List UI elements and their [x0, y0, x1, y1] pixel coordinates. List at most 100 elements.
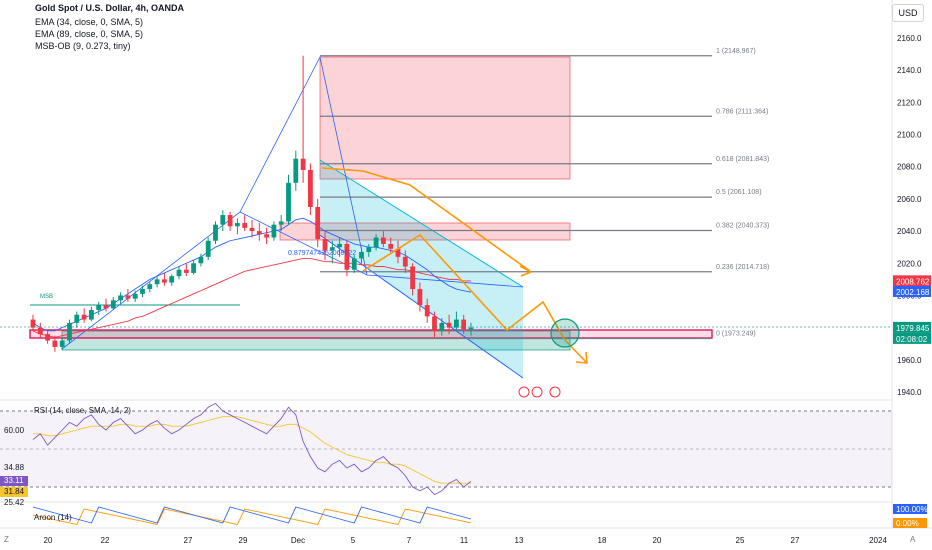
candle[interactable]	[271, 221, 277, 241]
candle[interactable]	[359, 247, 364, 264]
channel-upper[interactable]	[319, 159, 524, 288]
candle[interactable]	[30, 314, 36, 331]
candle[interactable]	[337, 237, 342, 257]
candle[interactable]	[118, 292, 123, 304]
candle[interactable]	[373, 234, 379, 251]
support-line-zone[interactable]	[29, 329, 713, 339]
candle[interactable]	[45, 329, 50, 344]
candle[interactable]	[169, 274, 175, 286]
ema-line	[32, 257, 471, 338]
price-tick: 2100.0	[897, 131, 922, 140]
candle[interactable]	[140, 285, 145, 298]
candle[interactable]	[381, 231, 386, 248]
candle[interactable]	[198, 253, 204, 267]
candle[interactable]	[183, 263, 189, 277]
economic-events[interactable]	[518, 386, 561, 398]
aroon-label-text: 100.00%	[896, 505, 928, 514]
candle[interactable]	[191, 260, 196, 275]
indicator-ema89[interactable]: EMA (89, close, 0, SMA, 5)	[35, 29, 144, 39]
candle[interactable]	[125, 289, 131, 302]
time-tick: 7	[407, 536, 412, 545]
candle[interactable]	[402, 250, 408, 273]
candle[interactable]	[213, 221, 218, 244]
candle[interactable]	[329, 240, 335, 264]
rsi-series	[32, 402, 472, 496]
candle[interactable]	[37, 322, 43, 338]
pattern-line[interactable]	[61, 55, 524, 350]
candle[interactable]	[147, 280, 153, 293]
candle[interactable]	[344, 240, 350, 277]
chart-title: Gold Spot / U.S. Dollar, 4h, OANDA	[35, 3, 185, 13]
candle[interactable]	[162, 272, 167, 286]
drawing-zones[interactable]	[29, 56, 713, 379]
fib-level-label: 0 (1973.249)	[716, 330, 756, 337]
candle[interactable]	[395, 240, 401, 264]
candle[interactable]	[89, 306, 94, 322]
candle[interactable]	[59, 337, 65, 351]
candle[interactable]	[264, 227, 269, 244]
candle[interactable]	[154, 276, 160, 288]
candle[interactable]	[388, 237, 394, 254]
candle[interactable]	[468, 322, 474, 336]
candle[interactable]	[205, 237, 211, 261]
arrow-projection-upper[interactable]	[321, 167, 531, 272]
candle[interactable]	[256, 223, 262, 241]
candle[interactable]	[417, 282, 423, 312]
time-axis[interactable]: 20 22 27 29 Dec 5 7 11 13 18 20 25 27 2024	[44, 536, 888, 545]
auto-scale-button[interactable]: A	[910, 535, 916, 544]
price-tick: 2040.0	[897, 227, 922, 236]
candle[interactable]	[322, 231, 328, 261]
candle[interactable]	[315, 198, 321, 248]
candle[interactable]	[74, 311, 80, 328]
candle[interactable]	[432, 311, 437, 338]
candle[interactable]	[446, 314, 452, 335]
time-tick: 2024	[869, 536, 887, 545]
candle[interactable]	[278, 215, 284, 232]
msb-label: MSB	[40, 294, 53, 300]
channel-fill[interactable]	[320, 160, 523, 378]
supply-zone-large[interactable]	[319, 56, 571, 180]
candle[interactable]	[461, 314, 467, 335]
us-flag-icon[interactable]	[549, 386, 561, 398]
arrow-projection-lower[interactable]	[362, 233, 587, 363]
projection-arrows[interactable]	[321, 167, 588, 364]
candle[interactable]	[52, 335, 58, 352]
aroon-title: Aroon (14)	[34, 513, 72, 522]
candle[interactable]	[308, 163, 313, 215]
candles[interactable]	[30, 55, 474, 352]
target-circle[interactable]	[550, 318, 580, 348]
candle[interactable]	[227, 211, 233, 232]
us-flag-icon[interactable]	[531, 386, 543, 398]
candle[interactable]	[110, 297, 116, 310]
aroon-down-line	[32, 508, 472, 525]
price-label-text: 2008.762	[896, 277, 930, 286]
candle[interactable]	[454, 311, 459, 331]
indicator-msb-ob[interactable]: MSB-OB (9, 0.273, tiny)	[35, 41, 131, 51]
candle[interactable]	[67, 319, 72, 344]
candle[interactable]	[351, 255, 357, 273]
currency-button[interactable]: USD	[892, 4, 924, 22]
candle[interactable]	[103, 298, 109, 312]
candle[interactable]	[249, 219, 255, 238]
candle[interactable]	[242, 215, 248, 232]
candle[interactable]	[81, 308, 87, 323]
candle[interactable]	[235, 218, 240, 235]
candle[interactable]	[176, 266, 182, 280]
candle[interactable]	[132, 290, 138, 302]
candle[interactable]	[286, 174, 291, 225]
indicator-ema34[interactable]: EMA (34, close, 0, SMA, 5)	[35, 17, 144, 27]
timezone-label[interactable]: Z	[4, 535, 9, 544]
ema89-series	[32, 257, 471, 338]
candle[interactable]	[220, 210, 226, 232]
fibonacci-levels[interactable]: 1 (2148.967) 0.786 (2111.364) 0.618 (2081.…	[320, 48, 769, 340]
candle[interactable]	[293, 150, 299, 191]
candle[interactable]	[96, 301, 102, 315]
candle[interactable]	[300, 55, 306, 183]
candle[interactable]	[366, 243, 372, 257]
candle[interactable]	[410, 263, 415, 296]
price-tick: 2020.0	[897, 259, 922, 268]
candle[interactable]	[424, 298, 430, 323]
us-flag-icon[interactable]	[518, 386, 530, 398]
